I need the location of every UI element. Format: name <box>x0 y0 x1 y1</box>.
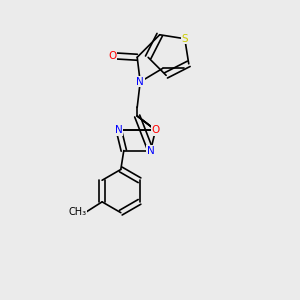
Text: S: S <box>182 34 188 44</box>
Text: O: O <box>152 125 160 135</box>
Text: N: N <box>147 146 154 156</box>
Text: N: N <box>115 125 123 135</box>
Text: CH₃: CH₃ <box>68 207 86 218</box>
Text: N: N <box>136 77 144 87</box>
Text: O: O <box>109 51 117 61</box>
